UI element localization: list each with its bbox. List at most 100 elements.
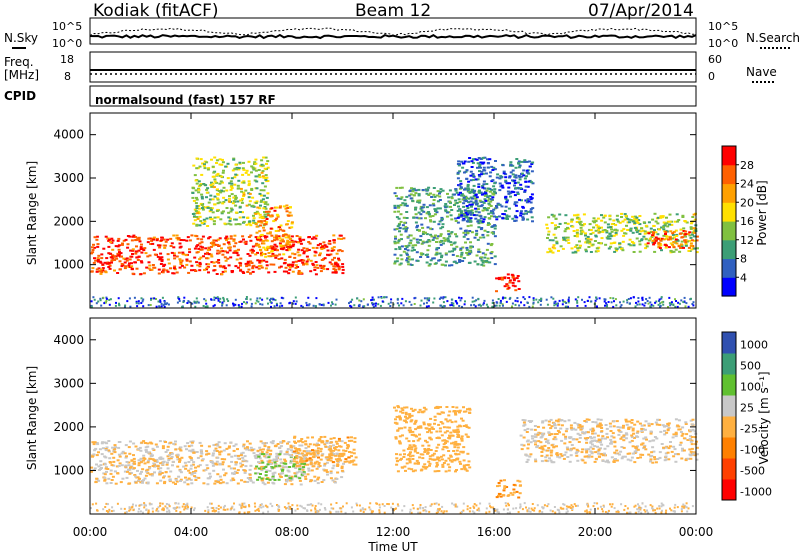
power-colorbar-tick-label: 12 (740, 234, 754, 247)
velocity-colorbar-swatch (722, 332, 736, 354)
velocity-colorbar-tick-label: -500 (740, 465, 765, 478)
cpid-panel-frame (89, 85, 697, 107)
velocity-y-tick-label: 3000 (53, 376, 84, 390)
velocity-y-tick-label: 1000 (53, 463, 84, 477)
station-title: Kodiak (fitACF) (93, 1, 219, 21)
data-region-2 (254, 204, 295, 258)
power-colorbar-tick-label: 28 (740, 159, 754, 172)
x-tick-label: 12:00 (376, 525, 411, 539)
nave-tick-bottom: 0 (708, 70, 715, 83)
x-tick-label: 00:00 (73, 525, 108, 539)
velocity-colorbar-tick-label: 100 (740, 381, 761, 394)
power-colorbar: 4 8 12 16 20 24 28 (721, 145, 754, 297)
near-range-scatter (90, 296, 695, 308)
nsearch-label: N.Search (746, 31, 800, 45)
x-tick-label: 16:00 (477, 525, 512, 539)
freq-panel-frame (89, 51, 697, 83)
nave-tick-top: 60 (708, 53, 722, 66)
data-region-5 (495, 273, 521, 293)
nsearch-tick-top: 10^5 (708, 20, 739, 33)
x-tick-label: 08:00 (275, 525, 310, 539)
velocity-colorbar-swatch (722, 479, 736, 501)
power-colorbar-tick-label: 8 (740, 253, 747, 266)
nsky-panel-frame (89, 17, 697, 45)
x-tick-label: 20:00 (578, 525, 613, 539)
power-colorbar-swatch (722, 202, 736, 222)
x-tick-label: 00:00 (679, 525, 714, 539)
nsky-label: N.Sky (4, 31, 39, 45)
velocity-colorbar: 1000 500 100 25 -25 -100 -500 -1000 (721, 331, 772, 501)
power-colorbar-swatch (722, 277, 736, 297)
nsearch-legend-line (760, 47, 790, 49)
data-region-2 (292, 435, 358, 468)
velocity-colorbar-label: Velocity [m s⁻¹] (757, 371, 771, 464)
velocity-colorbar-tick-label: -25 (740, 423, 758, 436)
data-region-6 (545, 212, 699, 254)
nsearch-trace (89, 27, 697, 36)
velocity-panel-frame (89, 317, 697, 515)
power-y-tick-label: 2000 (53, 214, 84, 228)
power-colorbar-label: Power [dB] (755, 180, 769, 245)
data-region-4 (456, 156, 535, 223)
velocity-colorbar-swatch (722, 395, 736, 417)
velocity-y-label: Slant Range [km] (25, 366, 39, 470)
axes-ticks: 00:00 04:00 08:00 12:00 16:00 20:00 00:00 1000 1… (53, 113, 713, 539)
power-panel (90, 156, 699, 308)
cpid-text: normalsound (fast) 157 RF (95, 93, 276, 107)
data-region-3 (393, 405, 472, 473)
velocity-colorbar-tick-label: 500 (740, 360, 761, 373)
power-panel-frame (89, 112, 697, 309)
nave-label: Nave (746, 65, 777, 79)
nsky-tick-bottom: 10^0 (52, 37, 83, 50)
power-colorbar-swatch (722, 221, 736, 241)
beam-title: Beam 12 (355, 1, 432, 21)
power-y-tick-label: 1000 (53, 258, 84, 272)
near-range-scatter (90, 502, 694, 514)
freq-tick-top: 18 (60, 53, 74, 66)
data-region-3 (393, 186, 497, 267)
power-colorbar-swatch (722, 164, 736, 185)
data-region-0 (90, 440, 345, 486)
velocity-colorbar-frame (721, 331, 737, 501)
nsky-tick-top: 10^5 (52, 20, 83, 33)
velocity-y-tick-label: 2000 (53, 420, 84, 434)
power-colorbar-swatch (722, 183, 736, 203)
velocity-colorbar-swatch (722, 458, 736, 480)
power-colorbar-swatch (722, 258, 736, 278)
power-y-tick-label: 3000 (53, 171, 84, 185)
velocity-colorbar-tick-label: -100 (740, 444, 765, 457)
freq-label: Freq. (4, 55, 34, 69)
power-colorbar-tick-label: 20 (740, 196, 754, 209)
nsky-legend-line (12, 47, 26, 49)
power-colorbar-swatch (722, 239, 736, 260)
velocity-y-tick-label: 4000 (53, 333, 84, 347)
velocity-colorbar-swatch (722, 416, 736, 438)
data-region-0 (90, 234, 346, 276)
data-region-1 (191, 156, 270, 228)
freq-tick-bottom: 8 (64, 70, 71, 83)
x-tick-label: 04:00 (174, 525, 209, 539)
data-region-4 (495, 479, 522, 499)
velocity-colorbar-tick-label: 1000 (740, 339, 768, 352)
velocity-colorbar-swatch (722, 353, 736, 375)
nsearch-tick-bottom: 10^0 (708, 37, 739, 50)
freq-unit-label: [MHz] (4, 68, 40, 82)
date-title: 07/Apr/2014 (588, 1, 694, 21)
nave-legend-line (752, 81, 774, 83)
power-colorbar-tick-label: 4 (740, 271, 747, 284)
velocity-colorbar-tick-label: 25 (740, 402, 754, 415)
power-colorbar-tick-label: 24 (740, 178, 754, 191)
power-colorbar-swatch (722, 146, 736, 166)
power-y-label: Slant Range [km] (25, 161, 39, 265)
velocity-panel (90, 405, 699, 514)
velocity-colorbar-swatch (722, 374, 736, 396)
power-y-tick-label: 4000 (53, 128, 84, 142)
velocity-colorbar-swatch (722, 437, 736, 459)
cpid-label: CPID (4, 89, 37, 103)
power-colorbar-tick-label: 16 (740, 215, 754, 228)
x-axis-label: Time UT (367, 540, 418, 554)
data-region-5 (519, 418, 699, 464)
velocity-colorbar-tick-label: -1000 (740, 486, 772, 499)
data-region-7 (646, 230, 699, 250)
